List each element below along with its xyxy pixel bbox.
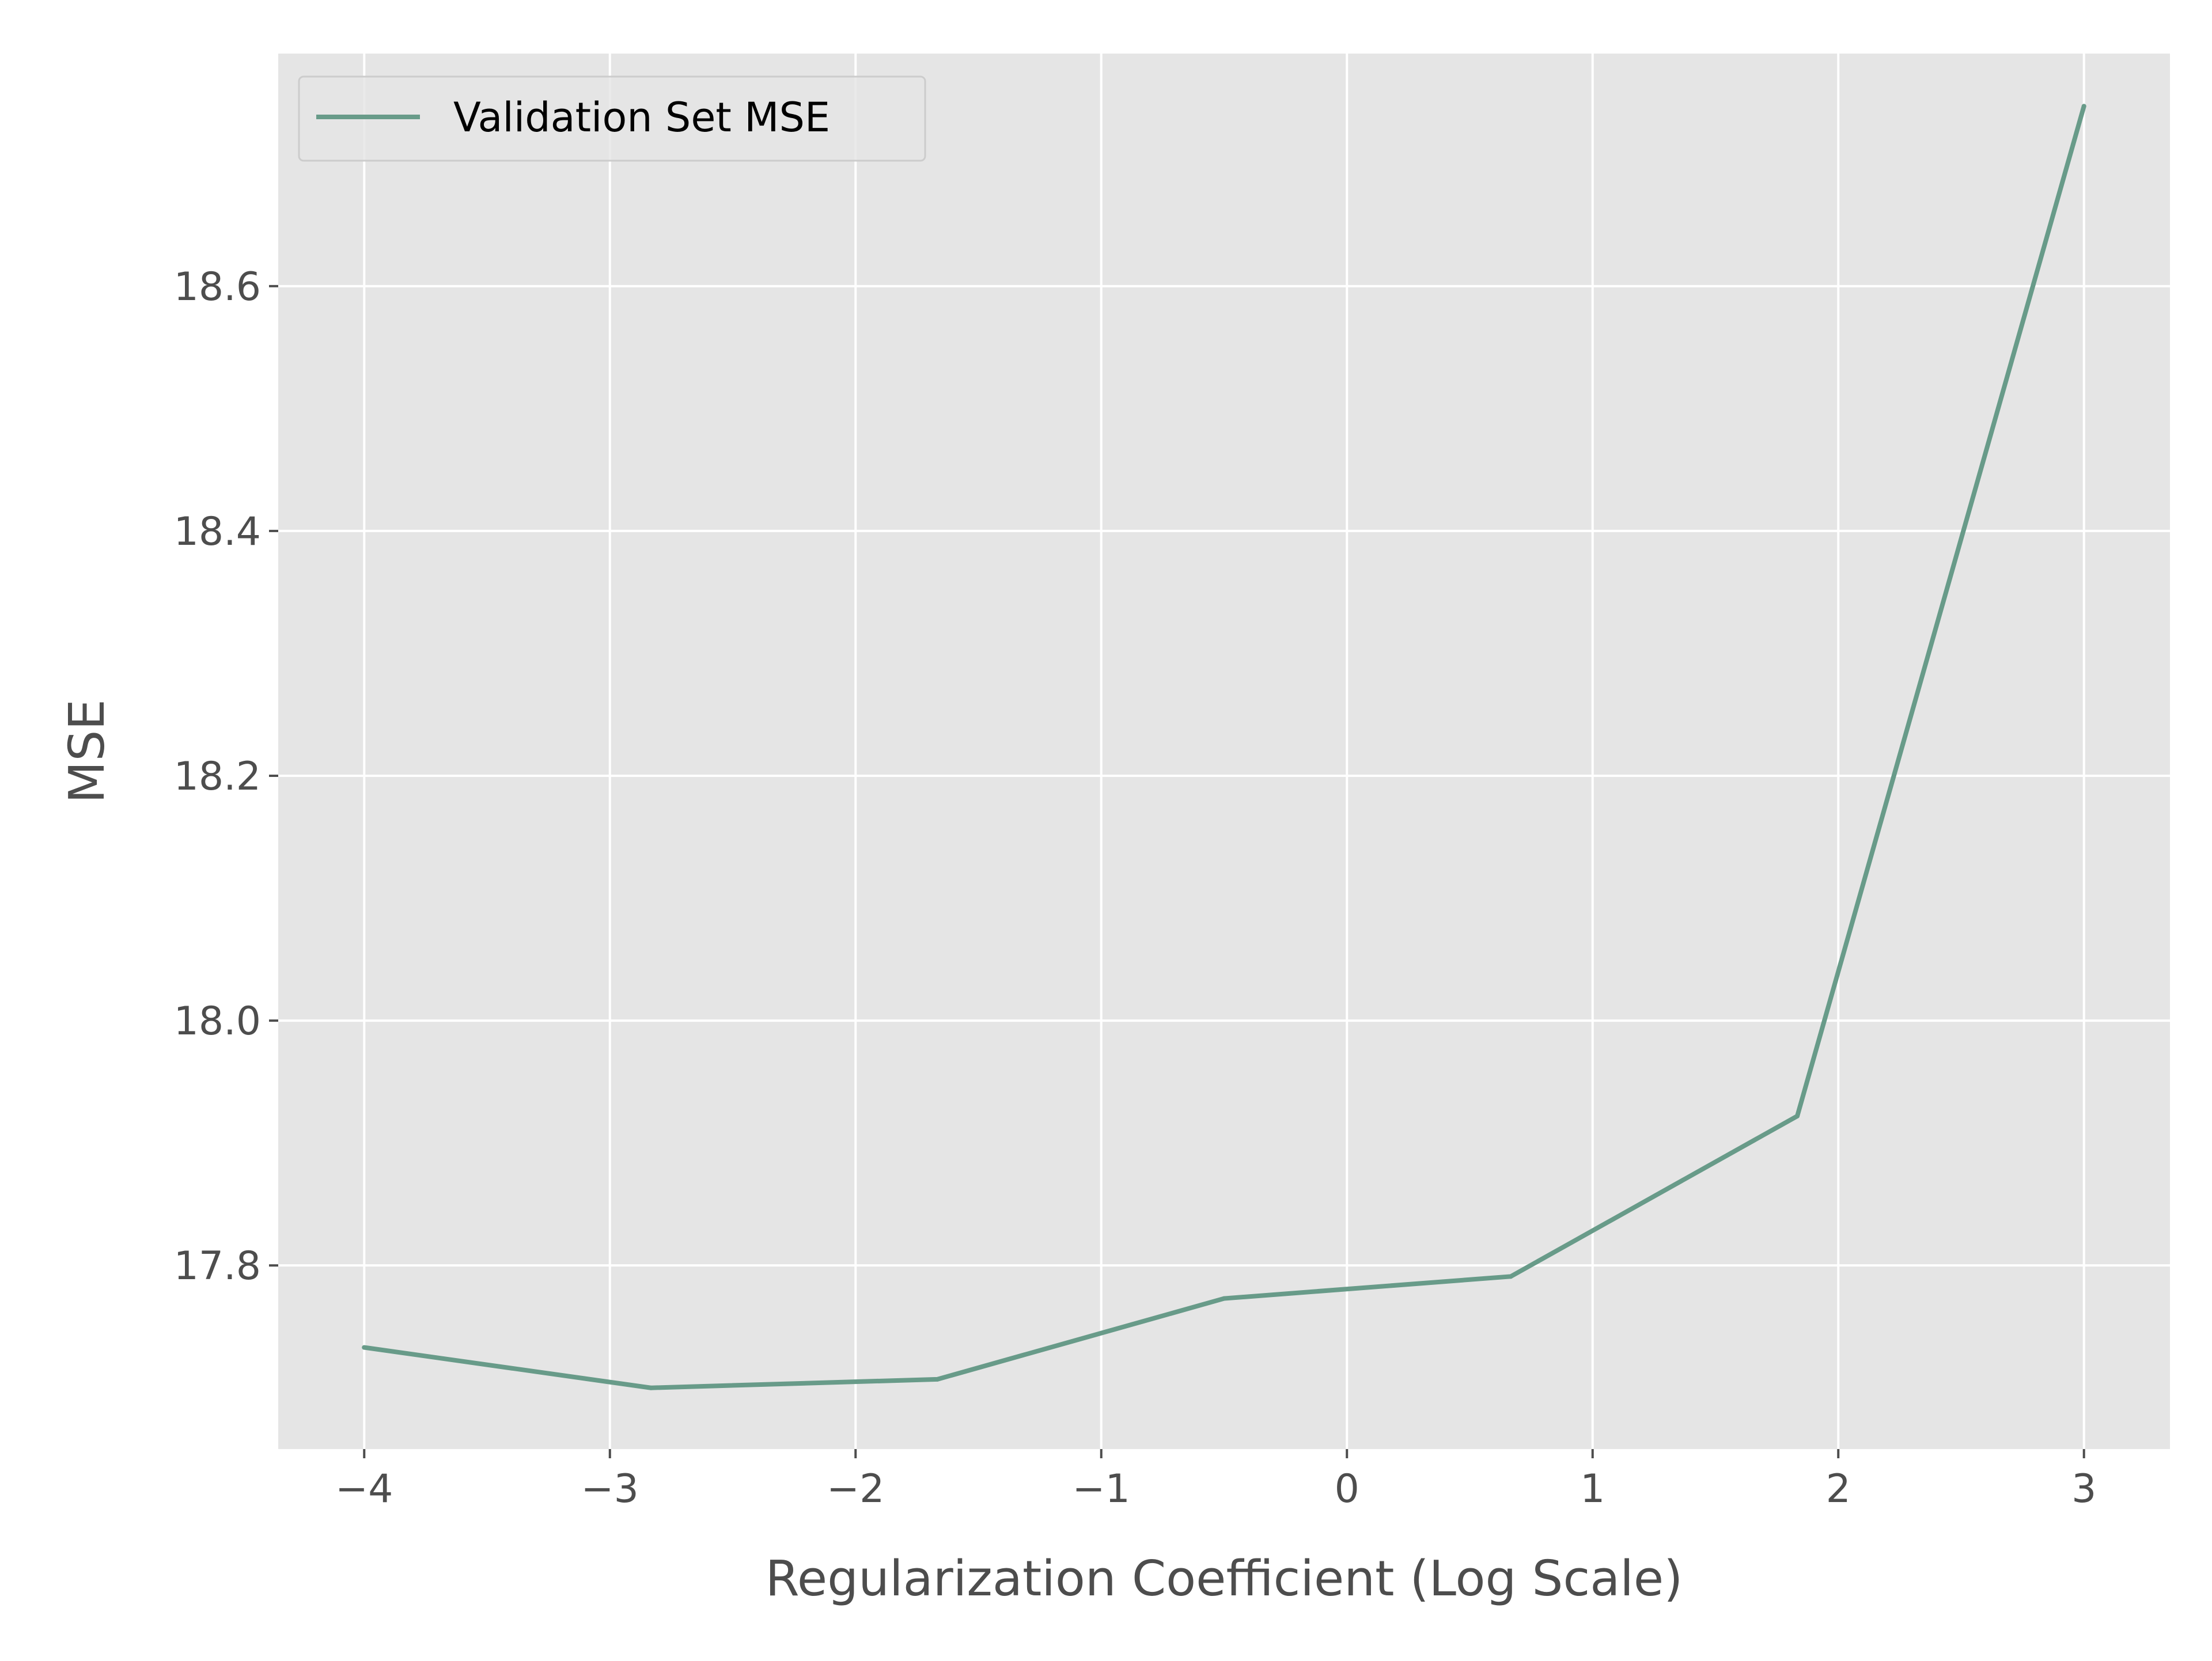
x-tick-label: −2 [827,1466,884,1512]
data-point [1222,1296,1226,1301]
data-point [2081,104,2086,109]
y-tick-label: 18.4 [174,509,261,555]
y-tick-label: 18.0 [174,999,261,1044]
legend: Validation Set MSE [298,75,926,162]
x-tick-label: −3 [581,1466,639,1512]
x-tick-label: 3 [2071,1466,2096,1512]
grid-lines [278,54,2170,1449]
data-point [1795,1113,1800,1118]
x-tick-label: −4 [335,1466,393,1512]
plot-area [278,54,2170,1449]
axis-ticks: −4 −3 −2 −1 0 1 2 3 17.8 18.0 18.2 18.4 18.6 [174,264,2097,1512]
data-point [648,1385,653,1390]
y-axis-label: MSE [59,699,116,803]
x-tick-label: −1 [1073,1466,1130,1512]
x-tick-label: 2 [1826,1466,1851,1512]
series-lines [362,104,2086,1390]
legend-box [298,75,926,162]
x-tick-label: 1 [1580,1466,1605,1512]
x-axis-label: Regularization Coefficient (Log Scale) [766,1550,1683,1607]
y-tick-label: 17.8 [174,1243,261,1289]
data-point [935,1376,940,1382]
x-tick-label: 0 [1335,1466,1359,1512]
data-point [1508,1274,1513,1279]
y-tick-label: 18.6 [174,264,261,310]
data-point [362,1345,367,1350]
y-tick-label: 18.2 [174,754,261,799]
legend-label: Validation Set MSE [453,94,830,141]
